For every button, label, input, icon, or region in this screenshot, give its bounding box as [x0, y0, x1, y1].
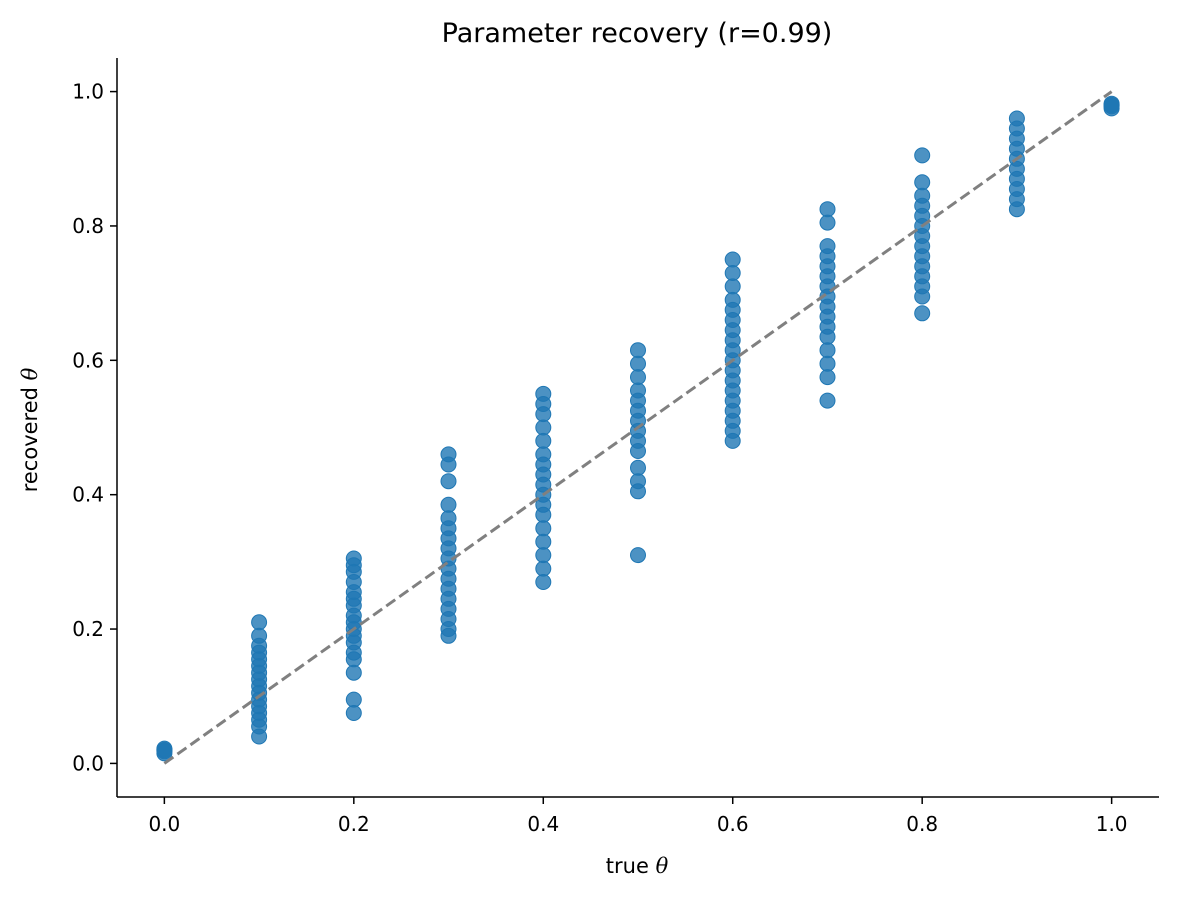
y-axis-symbol: θ	[18, 367, 42, 380]
data-point	[724, 265, 741, 281]
identity-reference-line	[163, 90, 1113, 765]
data-point	[819, 392, 836, 409]
y-tick-label: 0.8	[72, 214, 104, 238]
data-point	[630, 547, 646, 564]
data-point	[535, 406, 552, 423]
data-point	[535, 419, 552, 436]
x-tick-label: 0.6	[717, 812, 749, 836]
data-point	[440, 627, 457, 644]
data-point	[535, 547, 552, 564]
data-point	[819, 355, 836, 372]
x-tick-label: 0.8	[906, 812, 938, 836]
data-point	[630, 355, 646, 372]
y-tick-label: 0.4	[72, 483, 104, 507]
x-axis-label: true θ	[606, 854, 669, 878]
data-point	[630, 443, 646, 459]
data-point	[535, 560, 552, 577]
data-point	[914, 305, 931, 322]
data-point	[345, 691, 362, 708]
data-point	[630, 459, 646, 476]
data-point	[914, 147, 931, 164]
data-point	[819, 201, 836, 218]
data-point	[440, 456, 457, 473]
data-point	[819, 214, 836, 231]
data-point	[535, 432, 552, 449]
data-point	[535, 520, 552, 537]
data-point	[819, 369, 836, 386]
chart-title: Parameter recovery (r=0.99)	[442, 18, 833, 49]
data-point	[251, 728, 268, 745]
x-tick-label: 1.0	[1096, 812, 1128, 836]
data-point	[914, 174, 931, 191]
data-point	[251, 614, 268, 631]
data-point	[819, 328, 836, 345]
x-tick-label: 0.4	[527, 812, 559, 836]
data-point	[345, 705, 362, 721]
y-tick-label: 0.6	[72, 348, 104, 372]
data-point	[819, 342, 836, 359]
data-point	[630, 483, 646, 500]
data-point	[440, 473, 457, 490]
data-point	[535, 533, 552, 550]
data-point	[630, 369, 646, 386]
y-tick-label: 1.0	[72, 80, 104, 104]
y-tick-label: 0.0	[72, 751, 104, 775]
data-point	[535, 506, 552, 523]
x-ticks: 0.0 0.2 0.4 0.6 0.8 1.0	[148, 797, 1128, 836]
x-axis-symbol: θ	[656, 854, 669, 878]
data-point	[724, 278, 741, 295]
data-point	[724, 251, 741, 268]
x-tick-label: 0.2	[338, 812, 370, 836]
data-point	[724, 432, 741, 449]
y-tick-label: 0.2	[72, 617, 104, 641]
x-axis-label-text: true	[606, 854, 649, 878]
data-point	[345, 664, 362, 681]
data-point	[440, 496, 457, 513]
data-point	[914, 288, 931, 305]
data-point	[345, 651, 362, 668]
y-axis-label-text: recovered	[18, 387, 42, 492]
data-point	[630, 342, 646, 359]
data-points	[156, 95, 1120, 762]
data-point	[1103, 97, 1120, 113]
x-tick-label: 0.0	[148, 812, 180, 836]
reference-line-layer	[163, 90, 1113, 765]
data-point	[1008, 201, 1025, 218]
y-axis-label: recovered θ	[18, 367, 42, 492]
data-point	[156, 742, 173, 758]
y-ticks: 0.0 0.2 0.4 0.6 0.8 1.0	[72, 80, 117, 775]
data-point	[535, 574, 552, 590]
